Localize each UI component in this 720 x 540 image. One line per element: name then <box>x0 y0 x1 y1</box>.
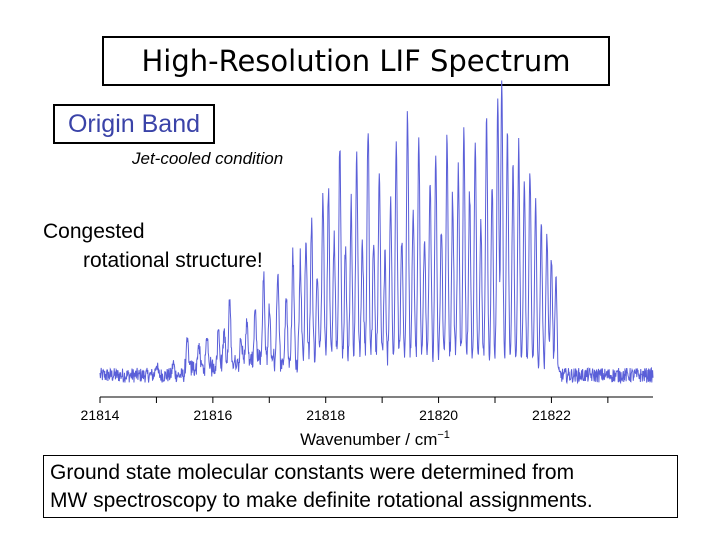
spectrum-trace <box>99 80 654 385</box>
x-tick-label: 21816 <box>193 407 232 423</box>
bottom-note-line-2: MW spectroscopy to make definite rotatio… <box>50 489 593 512</box>
origin-band-label: Origin Band <box>53 104 215 144</box>
bottom-note: Ground state molecular constants were de… <box>43 455 678 518</box>
x-tick-label: 21818 <box>306 407 345 423</box>
x-tick-label: 21820 <box>419 407 458 423</box>
x-ticks <box>99 397 609 403</box>
bottom-note-line-1: Ground state molecular constants were de… <box>50 461 575 484</box>
x-tick-label: 21814 <box>81 407 120 423</box>
spectrum-trace-group <box>99 80 654 385</box>
condition-label: Jet-cooled condition <box>132 149 284 168</box>
annotation-line-1: Congested <box>43 220 145 243</box>
annotation: Congested rotational structure! <box>43 217 263 275</box>
annotation-line-2: rotational structure! <box>83 249 263 272</box>
slide-title: High-Resolution LIF Spectrum <box>102 36 610 86</box>
x-tick-label: 21822 <box>532 407 571 423</box>
x-axis-label: Wavenumber / cm−1 <box>300 429 450 449</box>
x-tick-labels: 21814 21816 21818 21820 21822 <box>81 407 572 423</box>
